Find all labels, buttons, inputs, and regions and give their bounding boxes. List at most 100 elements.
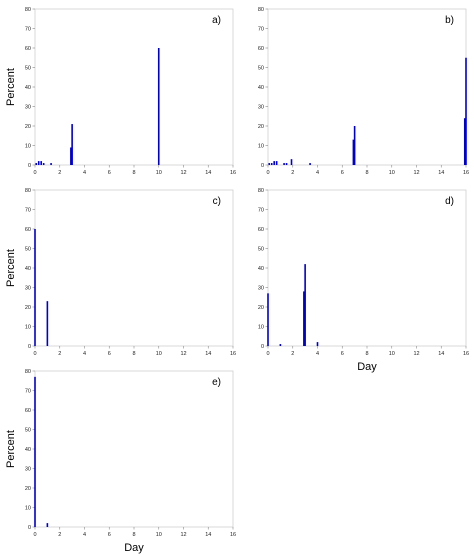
x-tick-label: 6 <box>108 170 111 176</box>
x-tick-label: 6 <box>108 351 111 357</box>
y-tick-label: 20 <box>258 305 264 311</box>
x-tick-label: 12 <box>413 351 419 357</box>
x-tick-label: 12 <box>413 170 419 176</box>
x-tick-label: 16 <box>463 351 469 357</box>
y-tick-label: 30 <box>258 286 264 292</box>
x-tick-label: 4 <box>316 351 319 357</box>
x-tick-label: 8 <box>365 351 368 357</box>
bar <box>290 159 293 165</box>
bar <box>279 344 282 346</box>
y-tick-label: 10 <box>258 144 264 150</box>
x-tick-label: 10 <box>156 351 162 357</box>
bar <box>157 48 160 165</box>
x-tick-label: 12 <box>180 532 186 538</box>
x-tick-label: 0 <box>266 351 269 357</box>
y-tick-label: 0 <box>261 344 264 350</box>
panel-d: 0 10 20 30 40 50 60 70 80 0 2 4 6 8 10 12 14 16 d) Day <box>258 188 469 373</box>
x-tick-label: 16 <box>230 170 236 176</box>
y-tick-label: 40 <box>258 266 264 272</box>
x-tick-label: 0 <box>33 351 36 357</box>
x-tick-label: 6 <box>341 351 344 357</box>
bar <box>35 163 38 165</box>
x-tick-label: 2 <box>58 532 61 538</box>
panel-e: 0 10 20 30 40 50 60 70 80 0 2 4 6 8 10 12 14 16 e) Percent D… <box>5 369 236 554</box>
panel-label: c) <box>213 196 221 207</box>
panel-label: d) <box>445 196 454 207</box>
x-tick-label: 2 <box>291 351 294 357</box>
bar <box>42 163 45 165</box>
y-tick-label: 20 <box>258 124 264 130</box>
bar <box>40 161 42 165</box>
bar <box>46 523 49 527</box>
bar <box>352 139 355 165</box>
y-tick-label: 60 <box>258 227 264 233</box>
y-tick-label: 50 <box>258 66 264 72</box>
x-tick-label: 16 <box>463 170 469 176</box>
x-tick-label: 0 <box>33 532 36 538</box>
x-tick-label: 16 <box>230 532 236 538</box>
y-tick-label: 10 <box>25 144 31 150</box>
bar <box>316 342 319 346</box>
y-tick-label: 30 <box>25 105 31 111</box>
bar <box>70 147 72 165</box>
panel-label: b) <box>445 15 454 26</box>
bar <box>304 264 306 346</box>
bar <box>463 118 466 165</box>
bar <box>34 376 36 527</box>
panel-a: 0 10 20 30 40 50 60 70 80 0 2 4 6 8 10 12 14 16 a) Percent <box>5 7 236 176</box>
bar <box>71 124 73 165</box>
bar <box>50 163 52 165</box>
x-tick-label: 4 <box>316 170 319 176</box>
plot-frame <box>267 8 467 166</box>
y-tick-label: 70 <box>25 27 31 33</box>
x-tick-label: 6 <box>341 170 344 176</box>
y-tick-label: 40 <box>25 447 31 453</box>
x-tick-label: 14 <box>205 170 211 176</box>
x-tick-label: 2 <box>58 170 61 176</box>
bar <box>270 163 273 165</box>
bar <box>46 301 49 346</box>
bar <box>309 163 311 165</box>
bar <box>273 161 275 165</box>
y-tick-label: 80 <box>25 369 31 375</box>
bar <box>275 161 278 165</box>
x-tick-label: 8 <box>132 170 135 176</box>
y-tick-label: 50 <box>25 66 31 72</box>
x-tick-label: 6 <box>108 532 111 538</box>
y-tick-label: 70 <box>258 27 264 33</box>
y-tick-label: 0 <box>28 525 31 531</box>
y-tick-label: 80 <box>258 188 264 194</box>
y-tick-label: 60 <box>258 46 264 52</box>
y-tick-label: 50 <box>258 247 264 253</box>
x-tick-label: 8 <box>365 170 368 176</box>
y-tick-label: 10 <box>258 325 264 331</box>
bar <box>353 126 356 165</box>
panel-b: 0 10 20 30 40 50 60 70 80 0 2 4 6 8 10 12 14 16 b) <box>258 7 469 176</box>
x-tick-label: 14 <box>205 532 211 538</box>
y-tick-label: 30 <box>258 105 264 111</box>
plot-frame <box>267 189 467 347</box>
y-tick-label: 50 <box>25 428 31 434</box>
x-tick-label: 4 <box>83 532 86 538</box>
y-tick-label: 40 <box>25 85 31 91</box>
y-tick-label: 20 <box>25 486 31 492</box>
x-tick-label: 0 <box>33 170 36 176</box>
y-tick-label: 0 <box>28 163 31 169</box>
bar <box>465 57 467 165</box>
y-tick-label: 70 <box>25 208 31 214</box>
x-tick-label: 10 <box>156 532 162 538</box>
y-tick-label: 40 <box>258 85 264 91</box>
y-axis-label: Percent <box>5 430 17 468</box>
y-tick-label: 10 <box>25 506 31 512</box>
bar <box>303 291 305 346</box>
y-tick-label: 80 <box>258 7 264 13</box>
y-tick-label: 20 <box>25 305 31 311</box>
x-tick-label: 14 <box>438 170 444 176</box>
bar <box>34 229 36 346</box>
x-tick-label: 4 <box>83 170 86 176</box>
plot-frame <box>34 189 234 347</box>
y-tick-label: 80 <box>25 7 31 13</box>
y-tick-label: 60 <box>25 408 31 414</box>
x-tick-label: 10 <box>389 351 395 357</box>
